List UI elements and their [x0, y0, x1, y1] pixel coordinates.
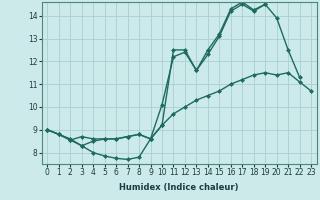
- X-axis label: Humidex (Indice chaleur): Humidex (Indice chaleur): [119, 183, 239, 192]
